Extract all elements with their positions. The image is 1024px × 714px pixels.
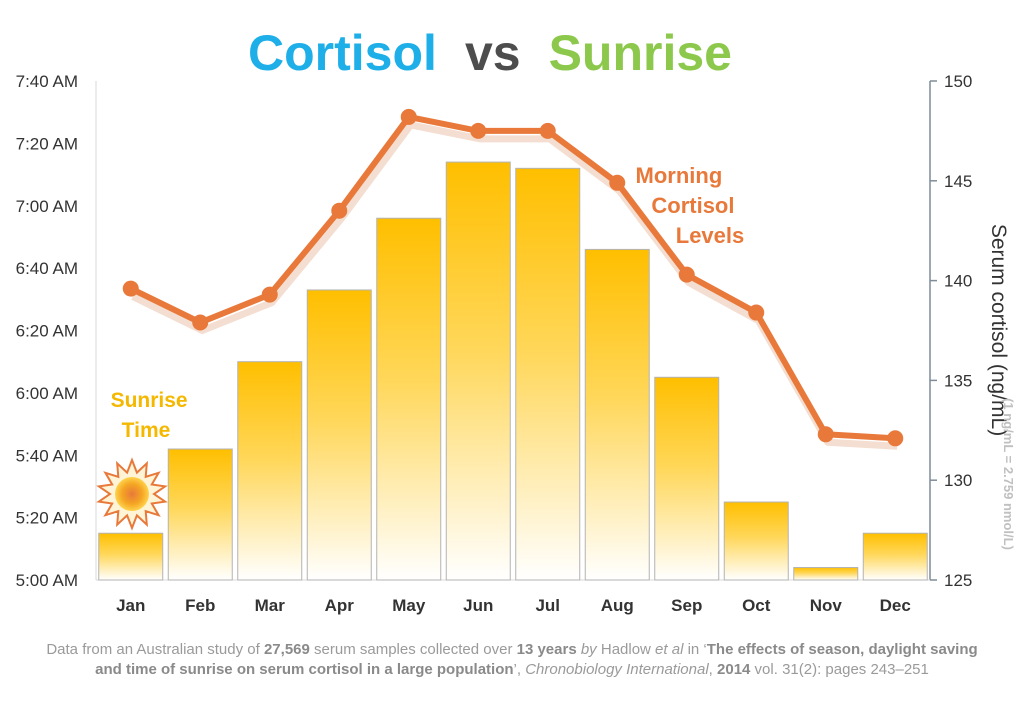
sunrise-annotation: Sunrise Time	[111, 389, 194, 442]
left-tick-label: 7:20 AM	[16, 134, 78, 153]
cortisol-point-oct	[748, 304, 765, 321]
caption-text: ’,	[513, 661, 526, 678]
right-tick-label: 150	[944, 72, 972, 91]
cortisol-point-mar	[261, 286, 278, 303]
sunrise-bar-mar	[237, 361, 303, 581]
sunrise-bar-apr	[306, 289, 372, 581]
cortisol-point-dec	[887, 430, 904, 447]
cortisol-point-may	[400, 108, 417, 125]
category-labels: Jan Feb Mar Apr May Jun Jul Aug Sep Oct Nov Dec	[116, 596, 911, 615]
sunrise-bar-feb	[167, 448, 233, 581]
right-axis-label: Serum cortisol (ng/mL)	[987, 224, 1010, 436]
caption-text: Data from an Australian study of	[46, 641, 264, 658]
cortisol-point-jan	[122, 280, 139, 297]
category-label: May	[392, 596, 426, 615]
chart-title: Cortisol vs Sunrise	[248, 25, 732, 81]
left-tick-label: 5:40 AM	[16, 446, 78, 465]
category-label: Apr	[325, 596, 355, 615]
cortisol-annotation-line1: Morning	[636, 163, 723, 188]
title-cortisol: Cortisol	[248, 25, 437, 81]
caption-text: serum samples collected over	[309, 641, 517, 658]
caption-text: Hadlow	[596, 641, 656, 658]
category-label: Jun	[463, 596, 493, 615]
title-vs: vs	[465, 25, 521, 81]
right-tick-label: 135	[944, 371, 972, 390]
caption-sample-count: 27,569	[263, 641, 310, 658]
category-label: Jul	[535, 596, 560, 615]
right-tick-label: 140	[944, 272, 972, 291]
title-sunrise: Sunrise	[549, 25, 732, 81]
left-tick-label: 6:20 AM	[16, 322, 78, 341]
cortisol-point-feb	[192, 314, 209, 331]
category-label: Aug	[601, 596, 634, 615]
right-tick-label: 145	[944, 172, 972, 191]
sunrise-bar-jun	[445, 161, 511, 581]
caption-duration: 13 years	[516, 641, 577, 658]
sunrise-bar-sep	[654, 376, 720, 581]
category-label: Nov	[810, 596, 843, 615]
cortisol-point-aug	[609, 174, 626, 191]
caption-text: ,	[708, 661, 718, 678]
category-label: Oct	[742, 596, 771, 615]
cortisol-annotation: Morning Cortisol Levels	[636, 163, 745, 248]
right-tick-label: 125	[944, 571, 972, 590]
sunrise-bar-nov	[793, 567, 859, 581]
sunrise-bar-dec	[862, 532, 928, 581]
sunrise-bar-aug	[584, 248, 650, 581]
left-tick-label: 7:40 AM	[16, 72, 78, 91]
cortisol-point-nov	[817, 426, 834, 443]
cortisol-line	[122, 108, 904, 450]
right-axis-ticks: 125 130 135 140 145 150	[930, 72, 972, 590]
cortisol-point-sep	[678, 266, 695, 283]
cortisol-point-jul	[539, 122, 556, 139]
sunrise-bar-jul	[515, 167, 581, 581]
left-tick-label: 5:00 AM	[16, 571, 78, 590]
sunrise-bar-may	[376, 217, 442, 581]
category-label: Dec	[880, 596, 911, 615]
sunrise-bar-jan	[98, 532, 164, 581]
source-caption: Data from an Australian study of 27,569 …	[40, 640, 984, 680]
caption-paper-title: The effects of season, daylight saving a…	[95, 641, 978, 678]
sun-icon	[96, 457, 168, 531]
sunrise-annotation-line1: Sunrise	[111, 389, 188, 412]
category-label: Sep	[671, 596, 702, 615]
cortisol-point-jun	[470, 122, 487, 139]
caption-journal: Chronobiology International	[525, 661, 709, 678]
category-label: Mar	[255, 596, 286, 615]
caption-text: vol. 31(2): pages 243–251	[750, 661, 929, 678]
sunrise-annotation-line2: Time	[122, 419, 171, 442]
left-axis-ticks: 5:00 AM 5:20 AM 5:40 AM 6:00 AM 6:20 AM 6:40 …	[16, 72, 78, 590]
caption-year: 2014	[717, 661, 751, 678]
left-tick-label: 6:40 AM	[16, 259, 78, 278]
left-tick-label: 5:20 AM	[16, 509, 78, 528]
left-tick-label: 6:00 AM	[16, 384, 78, 403]
cortisol-annotation-line3: Levels	[676, 223, 745, 248]
right-tick-label: 130	[944, 471, 972, 490]
right-axis-sublabel: (1 ng/mL = 2.759 nmol/L)	[1001, 398, 1016, 550]
caption-text: in ‘	[683, 641, 707, 658]
caption-text: et al	[655, 641, 684, 658]
sunrise-bar-oct	[723, 501, 789, 581]
sunrise-bars	[98, 161, 928, 581]
left-tick-label: 7:00 AM	[16, 197, 78, 216]
cortisol-point-apr	[331, 202, 348, 219]
category-label: Jan	[116, 596, 145, 615]
category-label: Feb	[185, 596, 215, 615]
caption-text: by	[580, 641, 597, 658]
cortisol-line-path	[129, 113, 896, 442]
cortisol-annotation-line2: Cortisol	[651, 193, 734, 218]
